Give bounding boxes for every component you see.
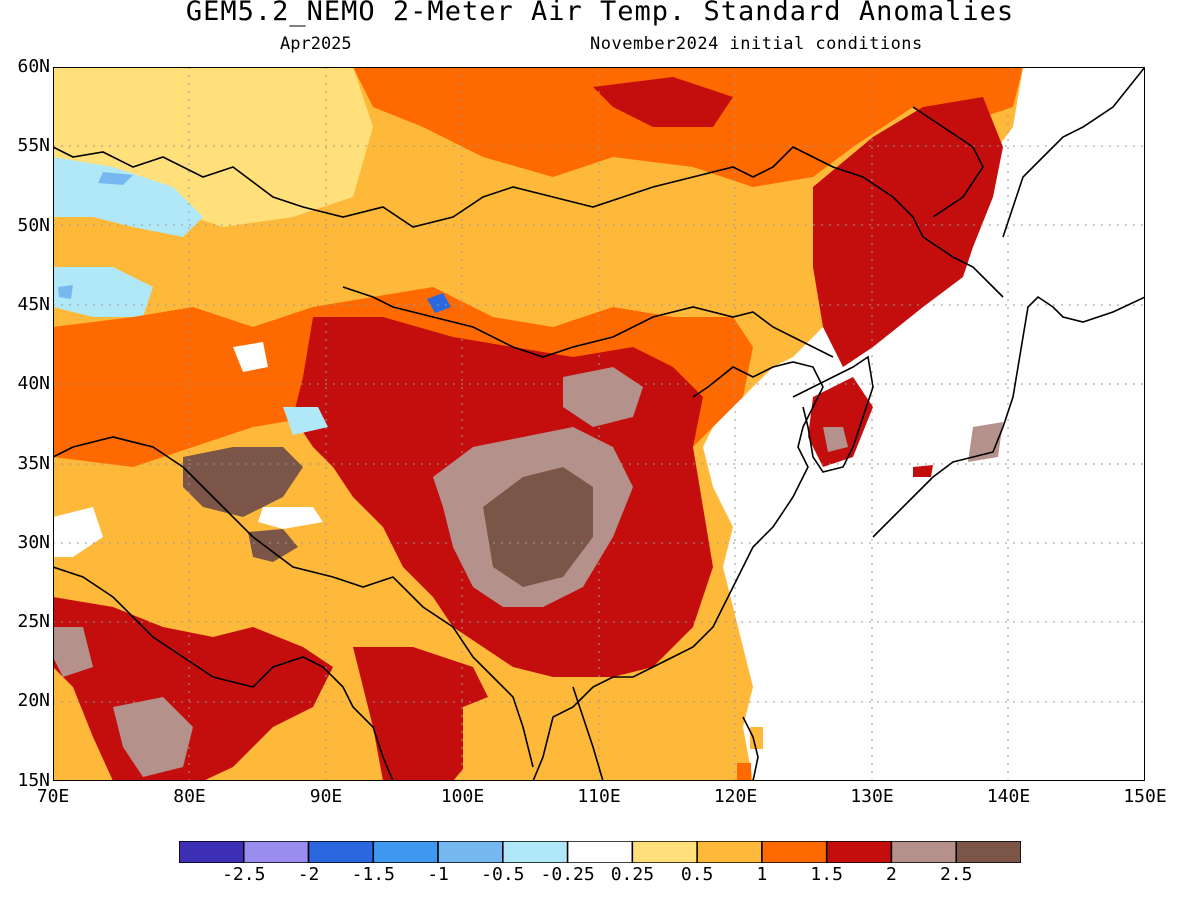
anomaly-region	[913, 465, 933, 477]
colorbar-tick-label: -1	[427, 864, 449, 885]
colorbar-swatch	[502, 841, 569, 863]
colorbar-tick-label: -1.5	[351, 864, 395, 885]
anomaly-region	[563, 367, 643, 427]
anomaly-region	[593, 77, 733, 127]
lat-label: 45N	[17, 293, 50, 315]
lon-label: 90E	[309, 786, 343, 807]
anomaly-region	[353, 647, 493, 781]
lon-label: 100E	[440, 786, 485, 807]
anomaly-region	[813, 97, 1003, 367]
colorbar	[179, 841, 1021, 863]
colorbar-tick-label: 2	[886, 864, 897, 885]
anomaly-region	[463, 687, 563, 781]
anomaly-region	[58, 285, 73, 299]
lon-label: 120E	[713, 786, 758, 807]
anomaly-region	[233, 342, 268, 372]
colorbar-swatch	[890, 841, 957, 863]
anomaly-region	[113, 697, 193, 777]
colorbar-tick-label: -0.5	[481, 864, 525, 885]
chart-title: GEM5.2_NEMO 2-Meter Air Temp. Standard A…	[185, 0, 1015, 27]
lat-label: 40N	[17, 373, 50, 395]
anomaly-region	[258, 507, 323, 529]
anomaly-region	[248, 529, 298, 562]
lat-label: 60N	[17, 56, 50, 77]
anomaly-region	[823, 427, 848, 452]
lon-label: 150E	[1123, 786, 1167, 807]
colorbar-swatch	[566, 841, 634, 863]
anomaly-region	[737, 763, 751, 781]
colorbar-tick-label: 1.5	[810, 864, 843, 885]
lon-label: 130E	[850, 786, 894, 807]
ocean-mask	[703, 67, 1145, 781]
colorbar-swatch	[307, 841, 375, 863]
lon-label: 110E	[577, 786, 621, 807]
colorbar-swatch	[243, 841, 310, 863]
lat-label: 55N	[17, 135, 50, 157]
anomaly-region	[53, 507, 103, 557]
colorbar-tick-label: -2.5	[222, 864, 266, 885]
colorbar-swatch	[631, 841, 698, 863]
anomaly-region	[283, 407, 328, 435]
anomaly-region	[53, 157, 203, 237]
colorbar-swatch	[437, 841, 504, 863]
lat-label: 35N	[17, 452, 50, 474]
colorbar-swatch	[825, 841, 893, 863]
anomaly-region	[483, 467, 593, 587]
lon-label: 140E	[986, 786, 1031, 807]
colorbar-tick-label: 0.5	[680, 864, 714, 885]
initial-conditions: November2024 initial conditions	[590, 34, 923, 54]
lat-label: 50N	[17, 214, 50, 236]
anomaly-map	[53, 67, 1145, 781]
colorbar-swatch	[179, 841, 245, 863]
lat-label: 20N	[17, 690, 50, 712]
anomaly-region	[427, 293, 451, 313]
anomaly-region	[98, 172, 133, 185]
anomaly-region	[968, 422, 1003, 462]
colorbar-tick-label: 0.25	[610, 864, 655, 885]
lon-label: 80E	[173, 786, 206, 807]
colorbar-swatch	[761, 841, 828, 863]
anomaly-region	[808, 377, 873, 467]
colorbar-tick-label: -2	[297, 864, 320, 885]
lon-label: 70E	[36, 786, 70, 807]
colorbar-tick-label: -0.25	[540, 864, 595, 885]
lat-label: 25N	[17, 611, 50, 633]
gridlines	[53, 67, 1145, 781]
colorbar-tick-label: 2.5	[939, 864, 973, 885]
anomaly-region	[750, 727, 763, 749]
anomaly-region	[53, 627, 93, 677]
colorbar-swatch	[955, 841, 1021, 863]
lat-label: 30N	[17, 531, 50, 553]
coastlines	[53, 67, 1145, 781]
colorbar-swatch	[372, 841, 439, 863]
colorbar-swatch	[696, 841, 763, 863]
lat-label: 15N	[17, 769, 50, 791]
forecast-month: Apr2025	[280, 34, 352, 54]
colorbar-tick-label: 1	[756, 864, 768, 885]
